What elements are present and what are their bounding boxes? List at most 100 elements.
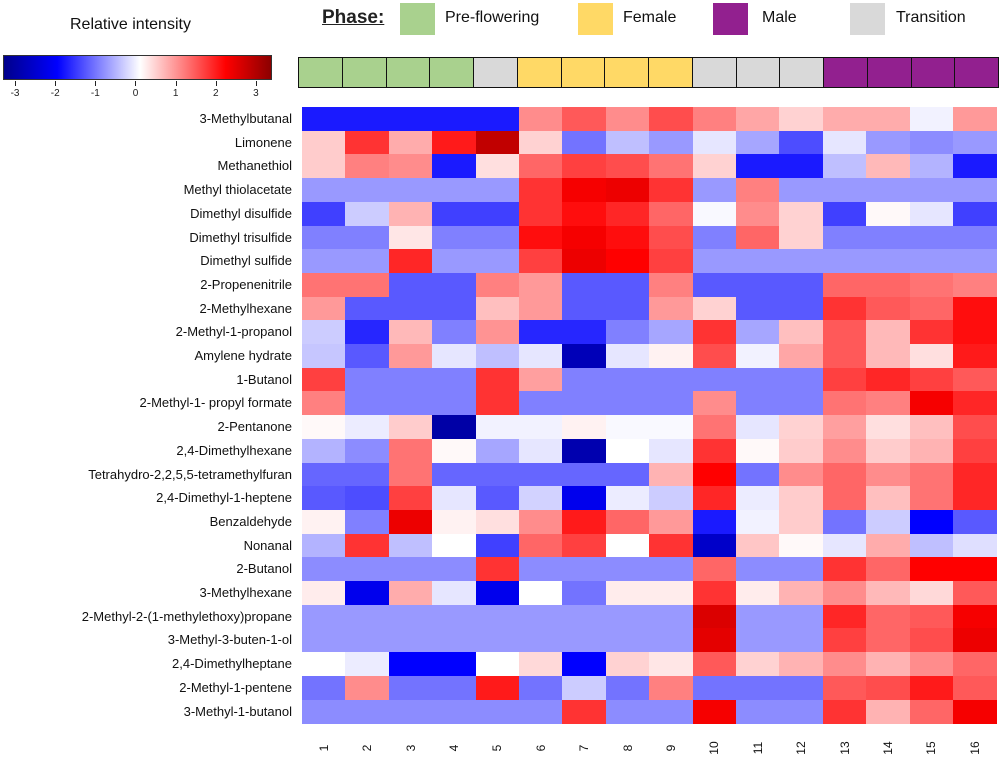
heatmap-cell [649, 438, 694, 464]
heatmap-cell [519, 178, 563, 203]
heatmap-cell [562, 486, 607, 511]
heatmap-cell [519, 581, 563, 606]
heatmap-cell [519, 154, 563, 179]
heatmap-cell [953, 581, 997, 606]
heatmap-cell [519, 438, 563, 464]
heatmap-cell [432, 154, 477, 179]
phase-cell [954, 57, 999, 88]
heatmap-cell [432, 344, 477, 369]
heatmap-cell [562, 438, 607, 464]
heatmap-cell [649, 675, 694, 701]
heatmap-cell [736, 272, 780, 298]
row-label: 2,4-Dimethylhexane [176, 442, 292, 458]
heatmap-cell [432, 201, 477, 227]
heatmap-cell [519, 533, 563, 558]
heatmap-cell [649, 107, 694, 132]
heatmap-cell [736, 178, 780, 203]
heatmap-cell [953, 107, 997, 132]
heatmap-cell [605, 367, 650, 392]
heatmap-cell [692, 320, 737, 345]
heatmap-cell [649, 344, 694, 369]
heatmap-cell [649, 178, 694, 203]
heatmap-cell [822, 225, 867, 250]
heatmap-cell [909, 367, 954, 392]
heatmap-cell [388, 509, 433, 535]
heatmap-cell [692, 533, 737, 558]
heatmap-cell [302, 557, 346, 582]
heatmap-cell [302, 699, 346, 724]
heatmap-cell [475, 296, 520, 321]
heatmap-cell [909, 604, 954, 629]
heatmap-cell [432, 604, 477, 629]
heatmap-cell [432, 415, 477, 440]
heatmap-cell [345, 178, 390, 203]
heatmap-cell [432, 107, 477, 132]
heatmap-cell [345, 367, 390, 392]
row-label: 2-Pentanone [217, 419, 292, 435]
heatmap-cell [866, 533, 911, 558]
heatmap-cell [388, 628, 433, 653]
heatmap-cell [519, 225, 563, 250]
heatmap-cell [822, 557, 867, 582]
heatmap-cell [692, 462, 737, 487]
heatmap-cell [779, 367, 824, 392]
row-label: Amylene hydrate [194, 348, 292, 363]
heatmap-cell [779, 178, 824, 203]
heatmap-cell [302, 344, 346, 369]
heatmap-cell [953, 415, 997, 440]
heatmap-cell [866, 272, 911, 298]
heatmap-cell [692, 675, 737, 701]
heatmap-cell [605, 107, 650, 132]
heatmap-cell [953, 699, 997, 724]
heatmap-cell [736, 415, 780, 440]
heatmap-cell [909, 296, 954, 321]
phase-cell [604, 57, 649, 88]
heatmap-cell [605, 652, 650, 677]
heatmap-cell [519, 249, 563, 274]
heatmap-cell [302, 486, 346, 511]
heatmap-cell [345, 699, 390, 724]
heatmap-cell [345, 201, 390, 227]
heatmap-cell [519, 652, 563, 677]
heatmap-cell [866, 225, 911, 250]
heatmap-cell [692, 391, 737, 416]
heatmap-cell [562, 652, 607, 677]
heatmap-cell [562, 462, 607, 487]
legend-label-pre-flowering: Pre-flowering [445, 9, 540, 26]
heatmap-cell [605, 533, 650, 558]
heatmap-cell [909, 581, 954, 606]
heatmap-cell [302, 201, 346, 227]
heatmap-cell [519, 604, 563, 629]
colorbar-tick-label: 1 [172, 88, 179, 99]
heatmap-cell [866, 130, 911, 155]
heatmap-cell [649, 201, 694, 227]
heatmap-cell [953, 344, 997, 369]
heatmap-cell [649, 154, 694, 179]
colorbar [3, 55, 272, 80]
heatmap-cell [953, 296, 997, 321]
heatmap-cell [475, 462, 520, 487]
heatmap-cell [692, 296, 737, 321]
heatmap-cell [519, 107, 563, 132]
row-label: Nonanal [243, 537, 292, 553]
heatmap-cell [475, 628, 520, 653]
legend-swatch-transition [850, 3, 885, 35]
heatmap-cell [779, 201, 824, 227]
legend-label-female: Female [623, 9, 677, 26]
heatmap-cell [388, 533, 433, 558]
heatmap-cell [562, 130, 607, 155]
heatmap-cell [519, 509, 563, 535]
heatmap-cell [432, 438, 477, 464]
heatmap-cell [302, 533, 346, 558]
heatmap-cell [692, 367, 737, 392]
heatmap-cell [909, 154, 954, 179]
heatmap-cell [736, 533, 780, 558]
heatmap-cell [866, 367, 911, 392]
heatmap-cell [345, 415, 390, 440]
heatmap-cell [432, 296, 477, 321]
heatmap-cell [605, 438, 650, 464]
heatmap-cell [432, 391, 477, 416]
heatmap-cell [519, 675, 563, 701]
heatmap-cell [345, 249, 390, 274]
heatmap-cell [736, 367, 780, 392]
